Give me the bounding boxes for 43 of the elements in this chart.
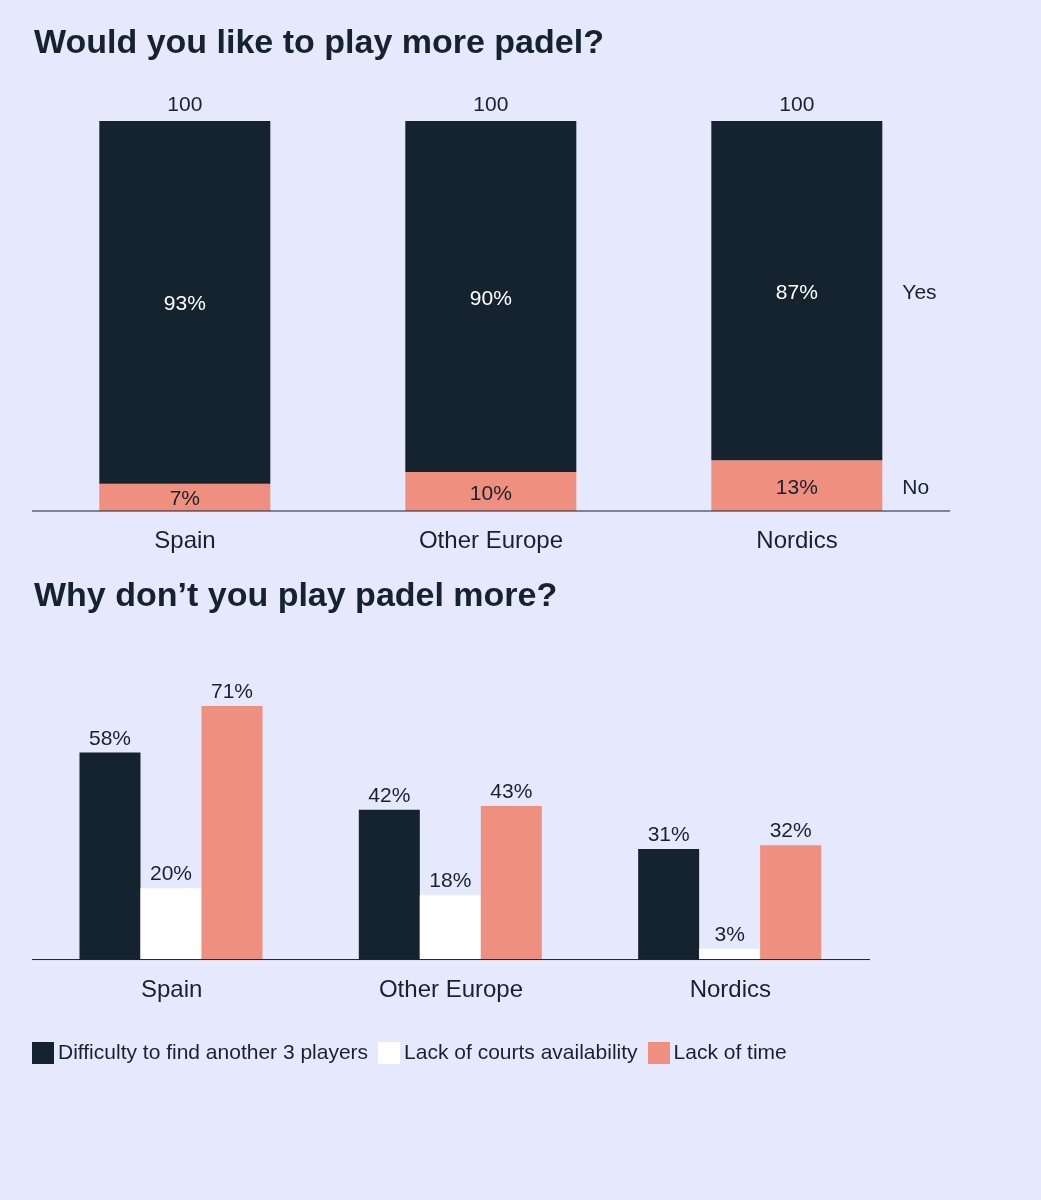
- total-label: 100: [779, 92, 815, 115]
- bar: [711, 460, 883, 511]
- legend-label: Lack of time: [673, 1039, 787, 1063]
- data-label: 43%: [490, 779, 533, 803]
- bar: [201, 706, 263, 960]
- chart-title: Would you like to play more padel?: [34, 22, 605, 61]
- bar: [419, 895, 481, 960]
- series-label: No: [902, 474, 930, 498]
- data-label: 58%: [88, 725, 131, 749]
- bar: [405, 121, 577, 472]
- x-tick-label: Other Europe: [378, 974, 524, 1002]
- data-label: 93%: [163, 291, 206, 315]
- bar: [699, 948, 761, 960]
- data-label: 71%: [210, 679, 253, 703]
- total-label: 100: [473, 92, 509, 115]
- bar: [99, 121, 271, 484]
- bar: [711, 121, 883, 461]
- x-tick-label: Other Europe: [418, 526, 564, 554]
- total-label: 100: [167, 92, 203, 115]
- data-label: 31%: [647, 821, 690, 845]
- bar: [405, 472, 577, 511]
- x-tick-label: Nordics: [689, 974, 772, 1002]
- bar: [760, 845, 822, 960]
- legend-label: Difficulty to find another 3 players: [58, 1039, 369, 1063]
- data-label: 20%: [149, 861, 192, 885]
- series-label: Yes: [902, 279, 937, 303]
- x-tick-label: Spain: [154, 526, 216, 554]
- bar: [99, 483, 271, 511]
- x-tick-label: Spain: [140, 974, 203, 1002]
- x-tick-label: Nordics: [756, 526, 838, 554]
- data-label: 13%: [775, 474, 818, 498]
- data-label: 18%: [429, 868, 472, 892]
- data-label: 90%: [469, 285, 512, 309]
- data-label: 10%: [469, 480, 512, 504]
- data-label: 42%: [368, 782, 411, 806]
- data-label: 3%: [714, 921, 745, 945]
- bar: [480, 806, 542, 960]
- data-label: 32%: [769, 818, 812, 842]
- data-label: 7%: [169, 486, 200, 510]
- bar: [140, 888, 202, 960]
- legend-label: Lack of courts availability: [404, 1039, 638, 1063]
- data-label: 87%: [775, 279, 818, 303]
- chart-title: Why don’t you play padel more?: [34, 575, 559, 614]
